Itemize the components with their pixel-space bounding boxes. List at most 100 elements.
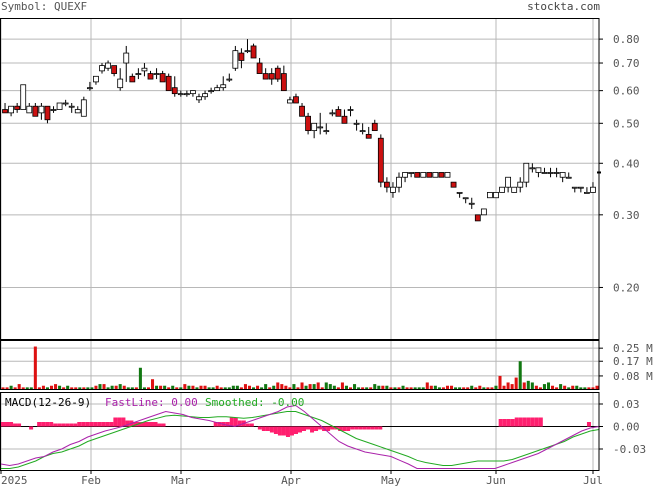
- macd-histogram-bar: [269, 426, 274, 433]
- volume-bar: [357, 387, 361, 389]
- volume-bar: [340, 382, 344, 389]
- macd-histogram-bar: [13, 423, 18, 427]
- x-tick-label: Mar: [171, 474, 191, 486]
- candle-body: [396, 176, 402, 188]
- price-panel: [2, 39, 601, 222]
- x-tick-label: Jun: [486, 474, 506, 486]
- candle-body: [86, 87, 93, 90]
- macd-histogram-bar: [534, 417, 539, 427]
- macd-histogram-bar: [153, 422, 158, 427]
- candle-body: [62, 102, 69, 105]
- volume-bar: [54, 384, 58, 389]
- candle-body: [208, 90, 215, 93]
- candle-body: [38, 105, 45, 114]
- volume-bar: [425, 382, 429, 389]
- volume-bar: [98, 384, 102, 389]
- macd-histogram-bar: [1, 422, 6, 427]
- candle-body: [474, 214, 481, 222]
- macd-smoothed-line: [1, 411, 600, 469]
- price-tick-label: 0.70: [613, 57, 640, 70]
- candle-body: [274, 67, 281, 80]
- candle-body: [420, 172, 427, 178]
- volume-bar: [437, 387, 441, 389]
- macd-histogram-bar: [69, 423, 74, 427]
- macd-title: MACD(12-26-9): [5, 396, 91, 409]
- macd-histogram-bar: [514, 417, 519, 427]
- candle-body: [2, 109, 8, 114]
- volume-bar: [62, 387, 66, 389]
- volume-bar: [110, 385, 114, 389]
- volume-bar: [211, 387, 215, 389]
- candle-body: [523, 162, 530, 183]
- volume-bar: [171, 385, 175, 389]
- candle-body: [480, 208, 487, 216]
- volume-bar: [5, 387, 9, 389]
- macd-histogram-bar: [330, 426, 335, 430]
- macd-histogram-bar: [41, 422, 46, 427]
- volume-bar: [433, 385, 437, 389]
- candle-body: [577, 186, 584, 189]
- candle-body: [438, 172, 445, 178]
- macd-tick-label: 0.03: [613, 398, 640, 411]
- volume-bar: [17, 384, 21, 389]
- volume-bar: [114, 385, 118, 389]
- volume-bar: [377, 385, 381, 389]
- candle-body: [244, 50, 251, 53]
- chart-grid: [0, 18, 599, 470]
- volume-bar: [308, 384, 312, 389]
- candle-body: [256, 62, 263, 74]
- axis-labels: 0.80 0.70 0.60 0.50 0.40 0.30 0.20 0.25 M0.17 M…: [0, 33, 653, 486]
- macd-histogram-bar: [105, 422, 110, 427]
- volume-bar: [41, 385, 45, 389]
- price-tick-label: 0.80: [613, 33, 640, 46]
- candle-body: [408, 172, 415, 174]
- volume-bar: [498, 375, 502, 389]
- volume-bar: [510, 384, 514, 389]
- candle-body: [165, 75, 172, 92]
- macd-histogram-bar: [261, 426, 266, 431]
- volume-bar: [369, 387, 373, 389]
- candle-body: [511, 186, 518, 193]
- macd-histogram-bar: [506, 419, 511, 427]
- candle-body: [317, 126, 324, 129]
- volume-bar: [118, 384, 122, 389]
- candle-body: [171, 87, 178, 95]
- candle-body: [123, 52, 130, 64]
- volume-bar: [361, 387, 365, 389]
- volume-bar: [470, 385, 474, 389]
- candle-body: [202, 93, 208, 98]
- volume-bar: [37, 387, 41, 389]
- candle-body: [323, 130, 330, 133]
- panel-frame: [0, 392, 600, 471]
- candle-body: [183, 93, 190, 96]
- macd-histogram-bar: [586, 422, 591, 427]
- volume-bar: [207, 387, 211, 389]
- volume-bar: [381, 385, 385, 389]
- volume-bar: [417, 387, 421, 389]
- volume-bar: [385, 385, 389, 389]
- volume-bar: [155, 385, 159, 389]
- volume-bar: [348, 387, 353, 389]
- candle-body: [547, 172, 554, 174]
- candle-body: [559, 172, 566, 178]
- candle-body: [153, 73, 160, 75]
- volume-bar: [1, 387, 5, 389]
- macd-panel: [0, 404, 600, 469]
- volume-bar: [288, 387, 292, 389]
- macd-histogram-bar: [113, 417, 118, 427]
- volume-bar: [191, 385, 195, 389]
- volume-bar: [167, 387, 171, 389]
- candle-body: [32, 105, 39, 117]
- macd-histogram-bar: [97, 422, 102, 427]
- volume-bar: [429, 385, 433, 389]
- macd-histogram-bar: [314, 426, 319, 431]
- x-tick-label: Apr: [281, 474, 301, 486]
- candle-body: [493, 191, 499, 199]
- volume-bar: [458, 387, 462, 389]
- candle-body: [414, 172, 421, 178]
- candle-body: [250, 45, 257, 59]
- volume-bar: [450, 385, 454, 389]
- volume-bar: [256, 385, 260, 389]
- macd-histogram-bar: [117, 417, 122, 427]
